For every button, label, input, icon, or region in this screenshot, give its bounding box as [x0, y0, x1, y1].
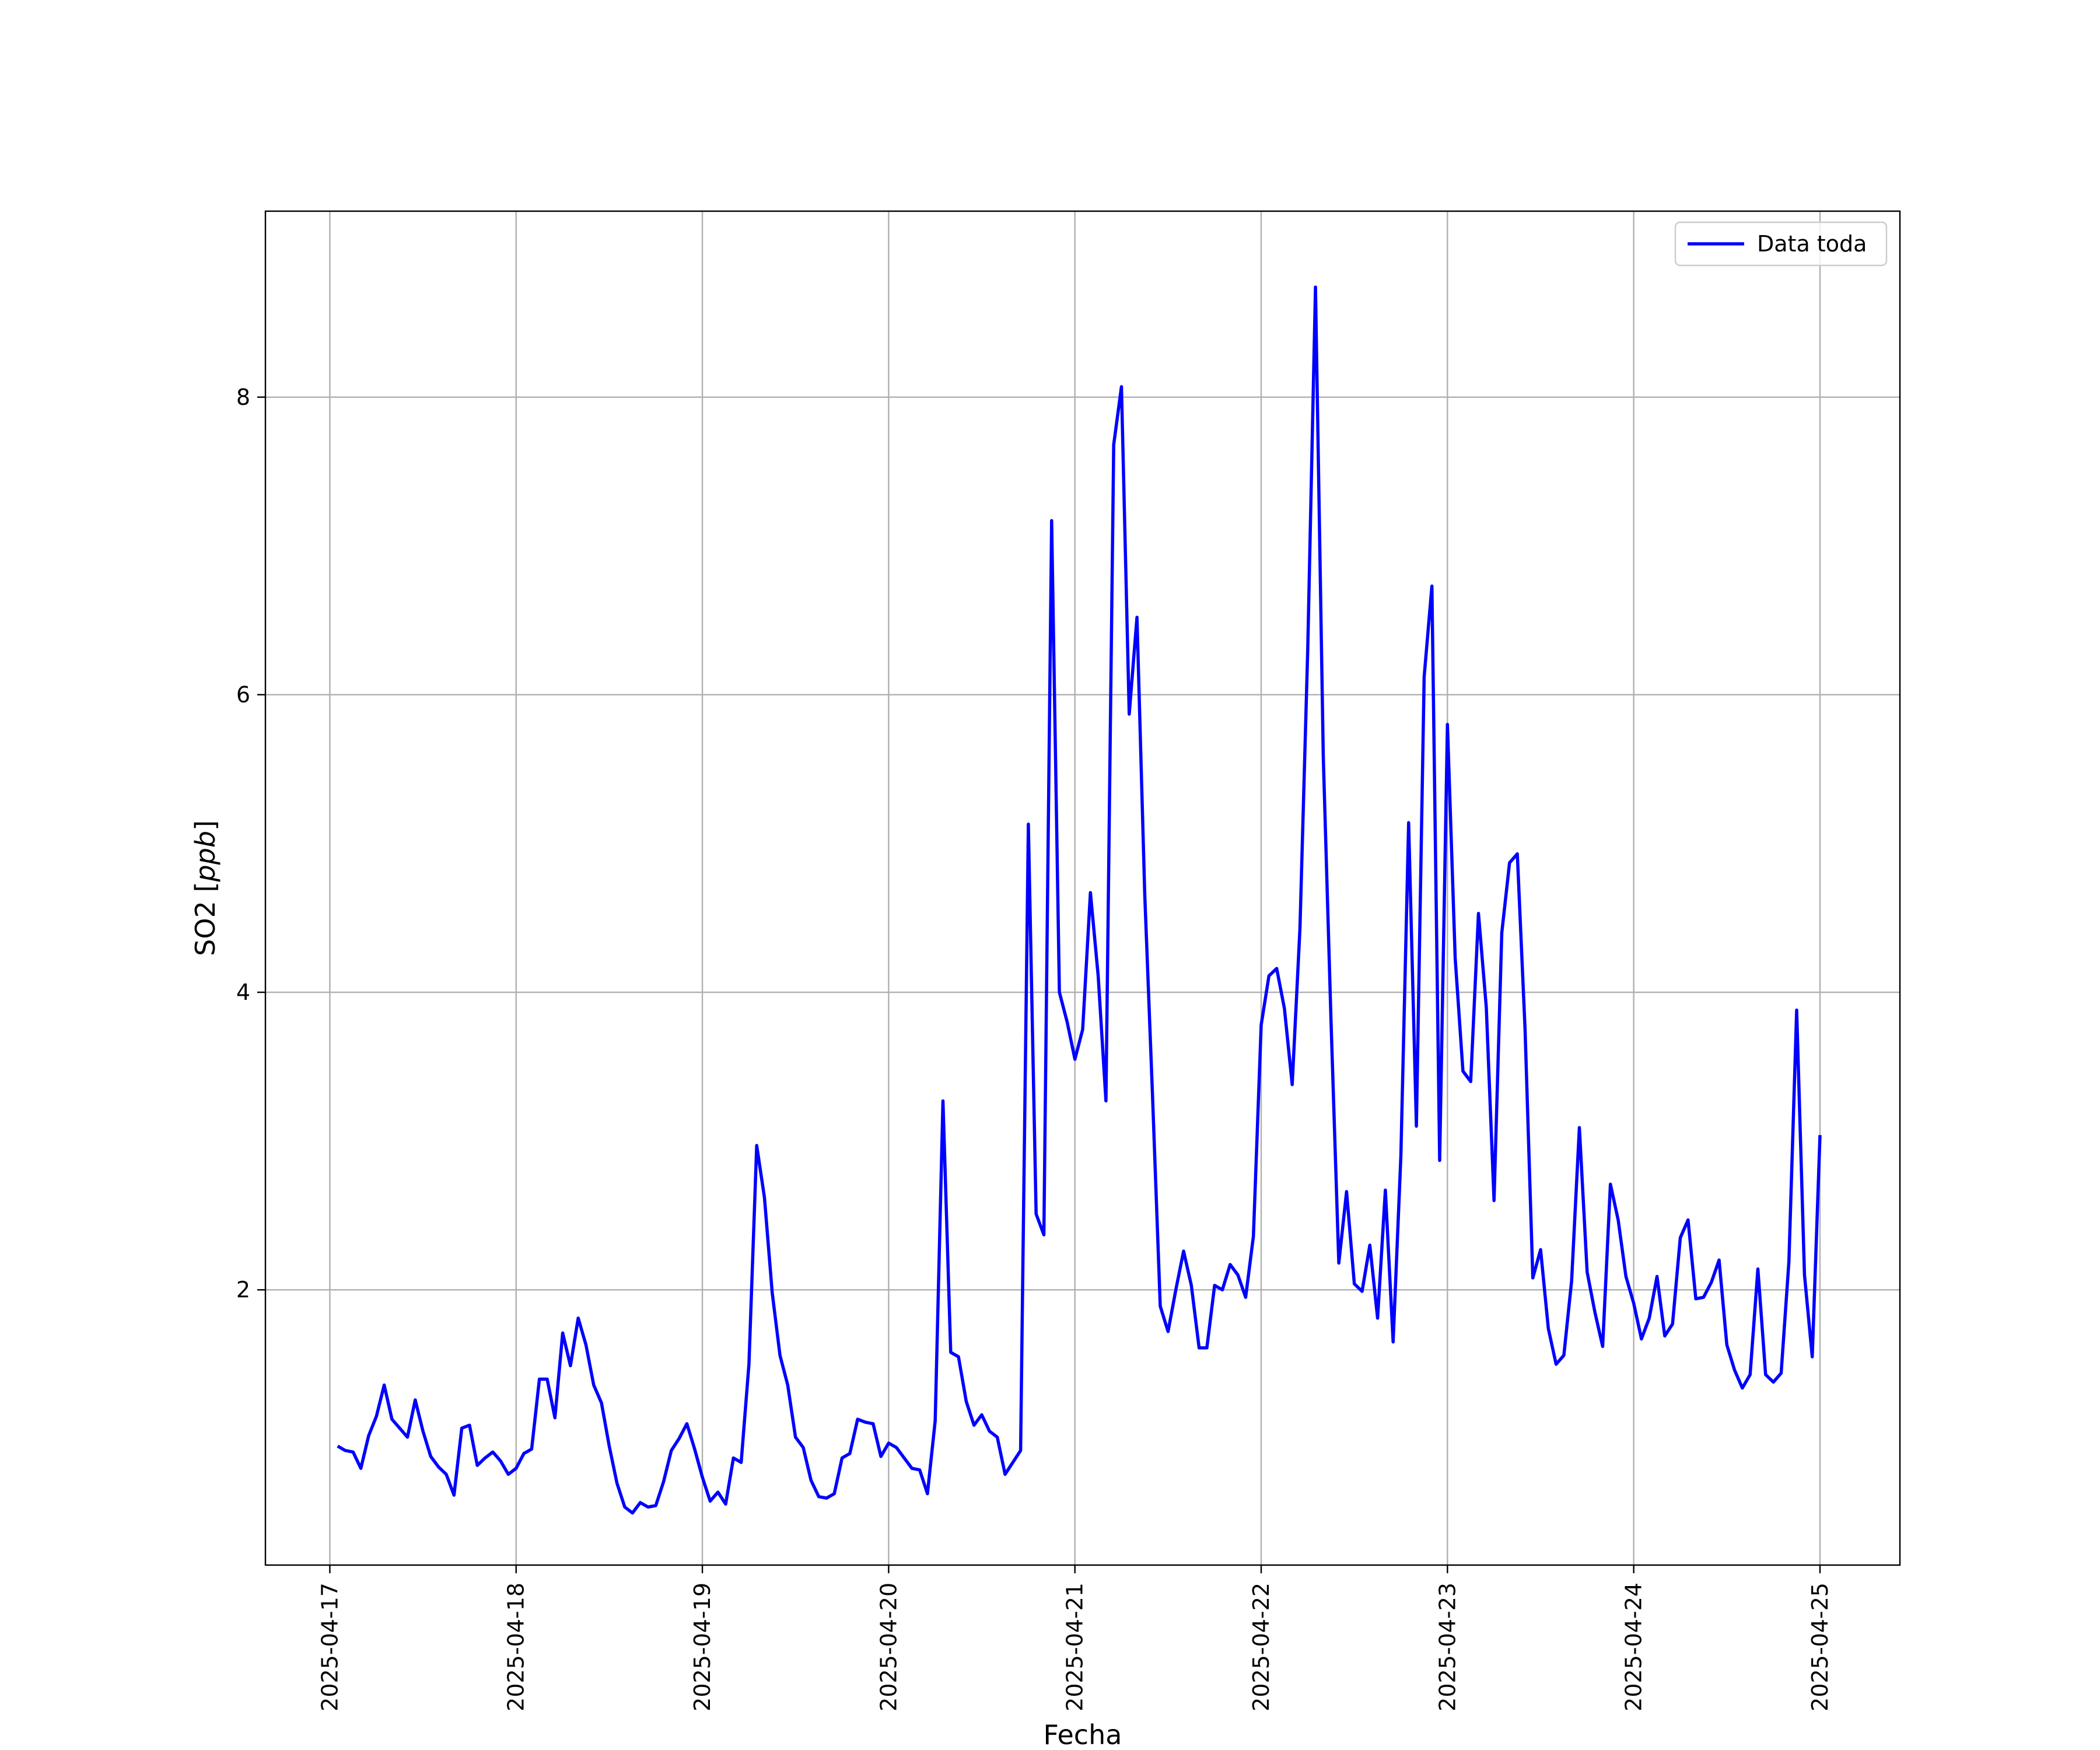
- x-tick-label: 2025-04-21: [1062, 1583, 1088, 1712]
- y-axis-title-text: SO2 [: [190, 882, 221, 956]
- x-tick-label: 2025-04-24: [1621, 1583, 1647, 1712]
- y-axis: 2 4 6 8: [236, 384, 265, 1303]
- y-tick-label: 4: [236, 979, 250, 1005]
- y-axis-title-close: ]: [190, 820, 221, 831]
- x-axis-title: Fecha: [1044, 1719, 1122, 1750]
- x-tick-label: 2025-04-25: [1807, 1583, 1833, 1712]
- legend-label-data-toda: Data toda: [1757, 231, 1867, 257]
- y-tick-label: 2: [236, 1277, 250, 1303]
- x-tick-label: 2025-04-20: [876, 1583, 901, 1712]
- plot-frame: [264, 210, 1901, 1566]
- x-tick-label: 2025-04-22: [1248, 1583, 1274, 1712]
- legend: Data toda: [1674, 221, 1888, 267]
- x-tick-label: 2025-04-23: [1434, 1583, 1460, 1712]
- grid: [265, 211, 1900, 1565]
- x-tick-label: 2025-04-18: [503, 1583, 529, 1712]
- x-axis: 2025-04-17 2025-04-18 2025-04-19 2025-04-20…: [317, 1565, 1833, 1712]
- y-tick-label: 8: [236, 384, 250, 410]
- series-line-data-toda: [337, 285, 1822, 1515]
- legend-box: [1674, 221, 1888, 267]
- series-layer: [337, 285, 1822, 1515]
- y-tick-label: 6: [236, 682, 250, 708]
- x-tick-label: 2025-04-19: [690, 1583, 715, 1712]
- y-axis-title: SO2 [ppb]: [190, 820, 221, 956]
- x-tick-label: 2025-04-17: [317, 1583, 342, 1712]
- y-axis-title-unit: ppb: [190, 831, 221, 883]
